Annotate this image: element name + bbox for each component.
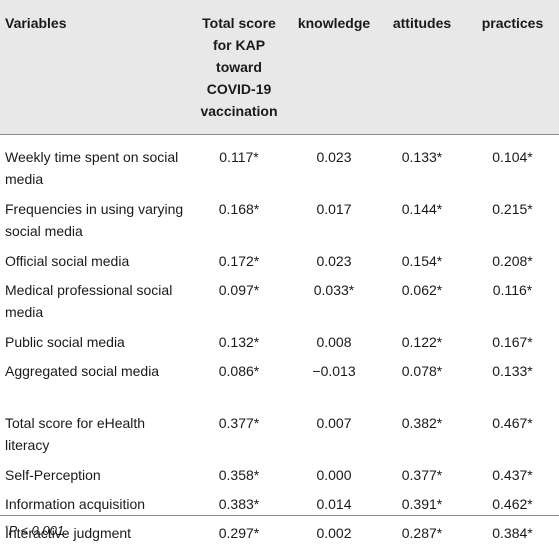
- cell-knowledge: 0.002: [316, 524, 352, 541]
- cell-practices: 0.104*: [492, 148, 533, 165]
- cell-attitudes: 0.144*: [401, 200, 443, 217]
- table-row: Public social media 0.132* 0.008 0.122* …: [0, 324, 559, 353]
- cell-knowledge: 0.023: [316, 148, 352, 165]
- cell-attitudes: 0.287*: [401, 524, 443, 541]
- footnote-text: P < 0.001.: [8, 523, 68, 538]
- cell-knowledge: 0.033*: [313, 281, 355, 298]
- cell-attitudes: 0.382*: [401, 414, 443, 431]
- cell-knowledge: 0.007: [316, 414, 352, 431]
- cell-attitudes: 0.062*: [401, 281, 443, 298]
- table-row: Medical professional social media 0.097*…: [0, 272, 559, 324]
- cell-total-kap: 0.172*: [218, 252, 260, 269]
- table-row: Total score for eHealth literacy 0.377* …: [0, 405, 559, 457]
- cell-knowledge: 0.014: [316, 495, 352, 512]
- row-label: Official social media: [5, 252, 130, 269]
- header-knowledge: knowledge: [297, 15, 371, 31]
- cell-practices: 0.437*: [492, 466, 533, 483]
- table-footnote: *P < 0.001.: [5, 523, 68, 539]
- cell-practices: 0.167*: [492, 333, 533, 350]
- cell-knowledge: −0.013: [312, 362, 356, 379]
- header-practices: practices: [481, 15, 544, 31]
- cell-total-kap: 0.168*: [218, 200, 260, 217]
- row-label: Interactive judgment: [5, 524, 132, 541]
- row-label: Medical professional social media: [5, 281, 173, 320]
- cell-knowledge: 0.008: [316, 333, 352, 350]
- cell-total-kap: 0.358*: [218, 466, 260, 483]
- cell-practices: 0.208*: [492, 252, 533, 269]
- row-label: Information acquisition: [5, 495, 146, 512]
- cell-attitudes: 0.078*: [401, 362, 443, 379]
- cell-knowledge: 0.000: [316, 466, 352, 483]
- table-body: Weekly time spent on social media 0.117*…: [0, 134, 559, 548]
- table-row: Aggregated social media 0.086* −0.013 0.…: [0, 353, 559, 405]
- table-row: Official social media 0.172* 0.023 0.154…: [0, 243, 559, 272]
- row-label: Aggregated social media: [5, 362, 160, 379]
- table-row: Information acquisition 0.383* 0.014 0.3…: [0, 486, 559, 515]
- cell-attitudes: 0.122*: [401, 333, 443, 350]
- table-header: Variables Total score for KAP toward COV…: [0, 0, 559, 134]
- row-label: Frequencies in using varying social medi…: [5, 200, 184, 239]
- table-row: Interactive judgment 0.297* 0.002 0.287*…: [0, 515, 559, 548]
- header-row: Variables Total score for KAP toward COV…: [0, 0, 559, 134]
- cell-practices: 0.462*: [492, 495, 533, 512]
- cell-practices: 0.384*: [492, 524, 533, 541]
- header-total-kap: Total score for KAP toward COVID-19 vacc…: [200, 15, 278, 119]
- cell-total-kap: 0.297*: [218, 524, 260, 541]
- row-label: Weekly time spent on social media: [5, 148, 179, 187]
- cell-attitudes: 0.377*: [401, 466, 443, 483]
- cell-attitudes: 0.391*: [401, 495, 443, 512]
- cell-knowledge: 0.023: [316, 252, 352, 269]
- row-label: Self-Perception: [5, 466, 101, 483]
- cell-practices: 0.133*: [492, 362, 533, 379]
- cell-practices: 0.467*: [492, 414, 533, 431]
- table-row: Weekly time spent on social media 0.117*…: [0, 134, 559, 191]
- cell-attitudes: 0.154*: [401, 252, 443, 269]
- cell-total-kap: 0.383*: [218, 495, 260, 512]
- table-row: Frequencies in using varying social medi…: [0, 191, 559, 243]
- header-attitudes: attitudes: [392, 15, 452, 31]
- footnote-marker: *: [5, 524, 9, 534]
- cell-attitudes: 0.133*: [401, 148, 443, 165]
- cell-total-kap: 0.097*: [218, 281, 260, 298]
- table-bottom-rule: [0, 515, 559, 516]
- cell-total-kap: 0.132*: [218, 333, 260, 350]
- cell-practices: 0.116*: [492, 281, 533, 298]
- row-label: Total score for eHealth literacy: [5, 414, 146, 453]
- cell-practices: 0.215*: [492, 200, 533, 217]
- cell-knowledge: 0.017: [316, 200, 352, 217]
- cell-total-kap: 0.086*: [218, 362, 260, 379]
- header-variables: Variables: [5, 15, 67, 31]
- row-label: Public social media: [5, 333, 125, 350]
- table-row: Self-Perception 0.358* 0.000 0.377* 0.43…: [0, 457, 559, 486]
- cell-total-kap: 0.377*: [218, 414, 260, 431]
- cell-total-kap: 0.117*: [219, 148, 259, 165]
